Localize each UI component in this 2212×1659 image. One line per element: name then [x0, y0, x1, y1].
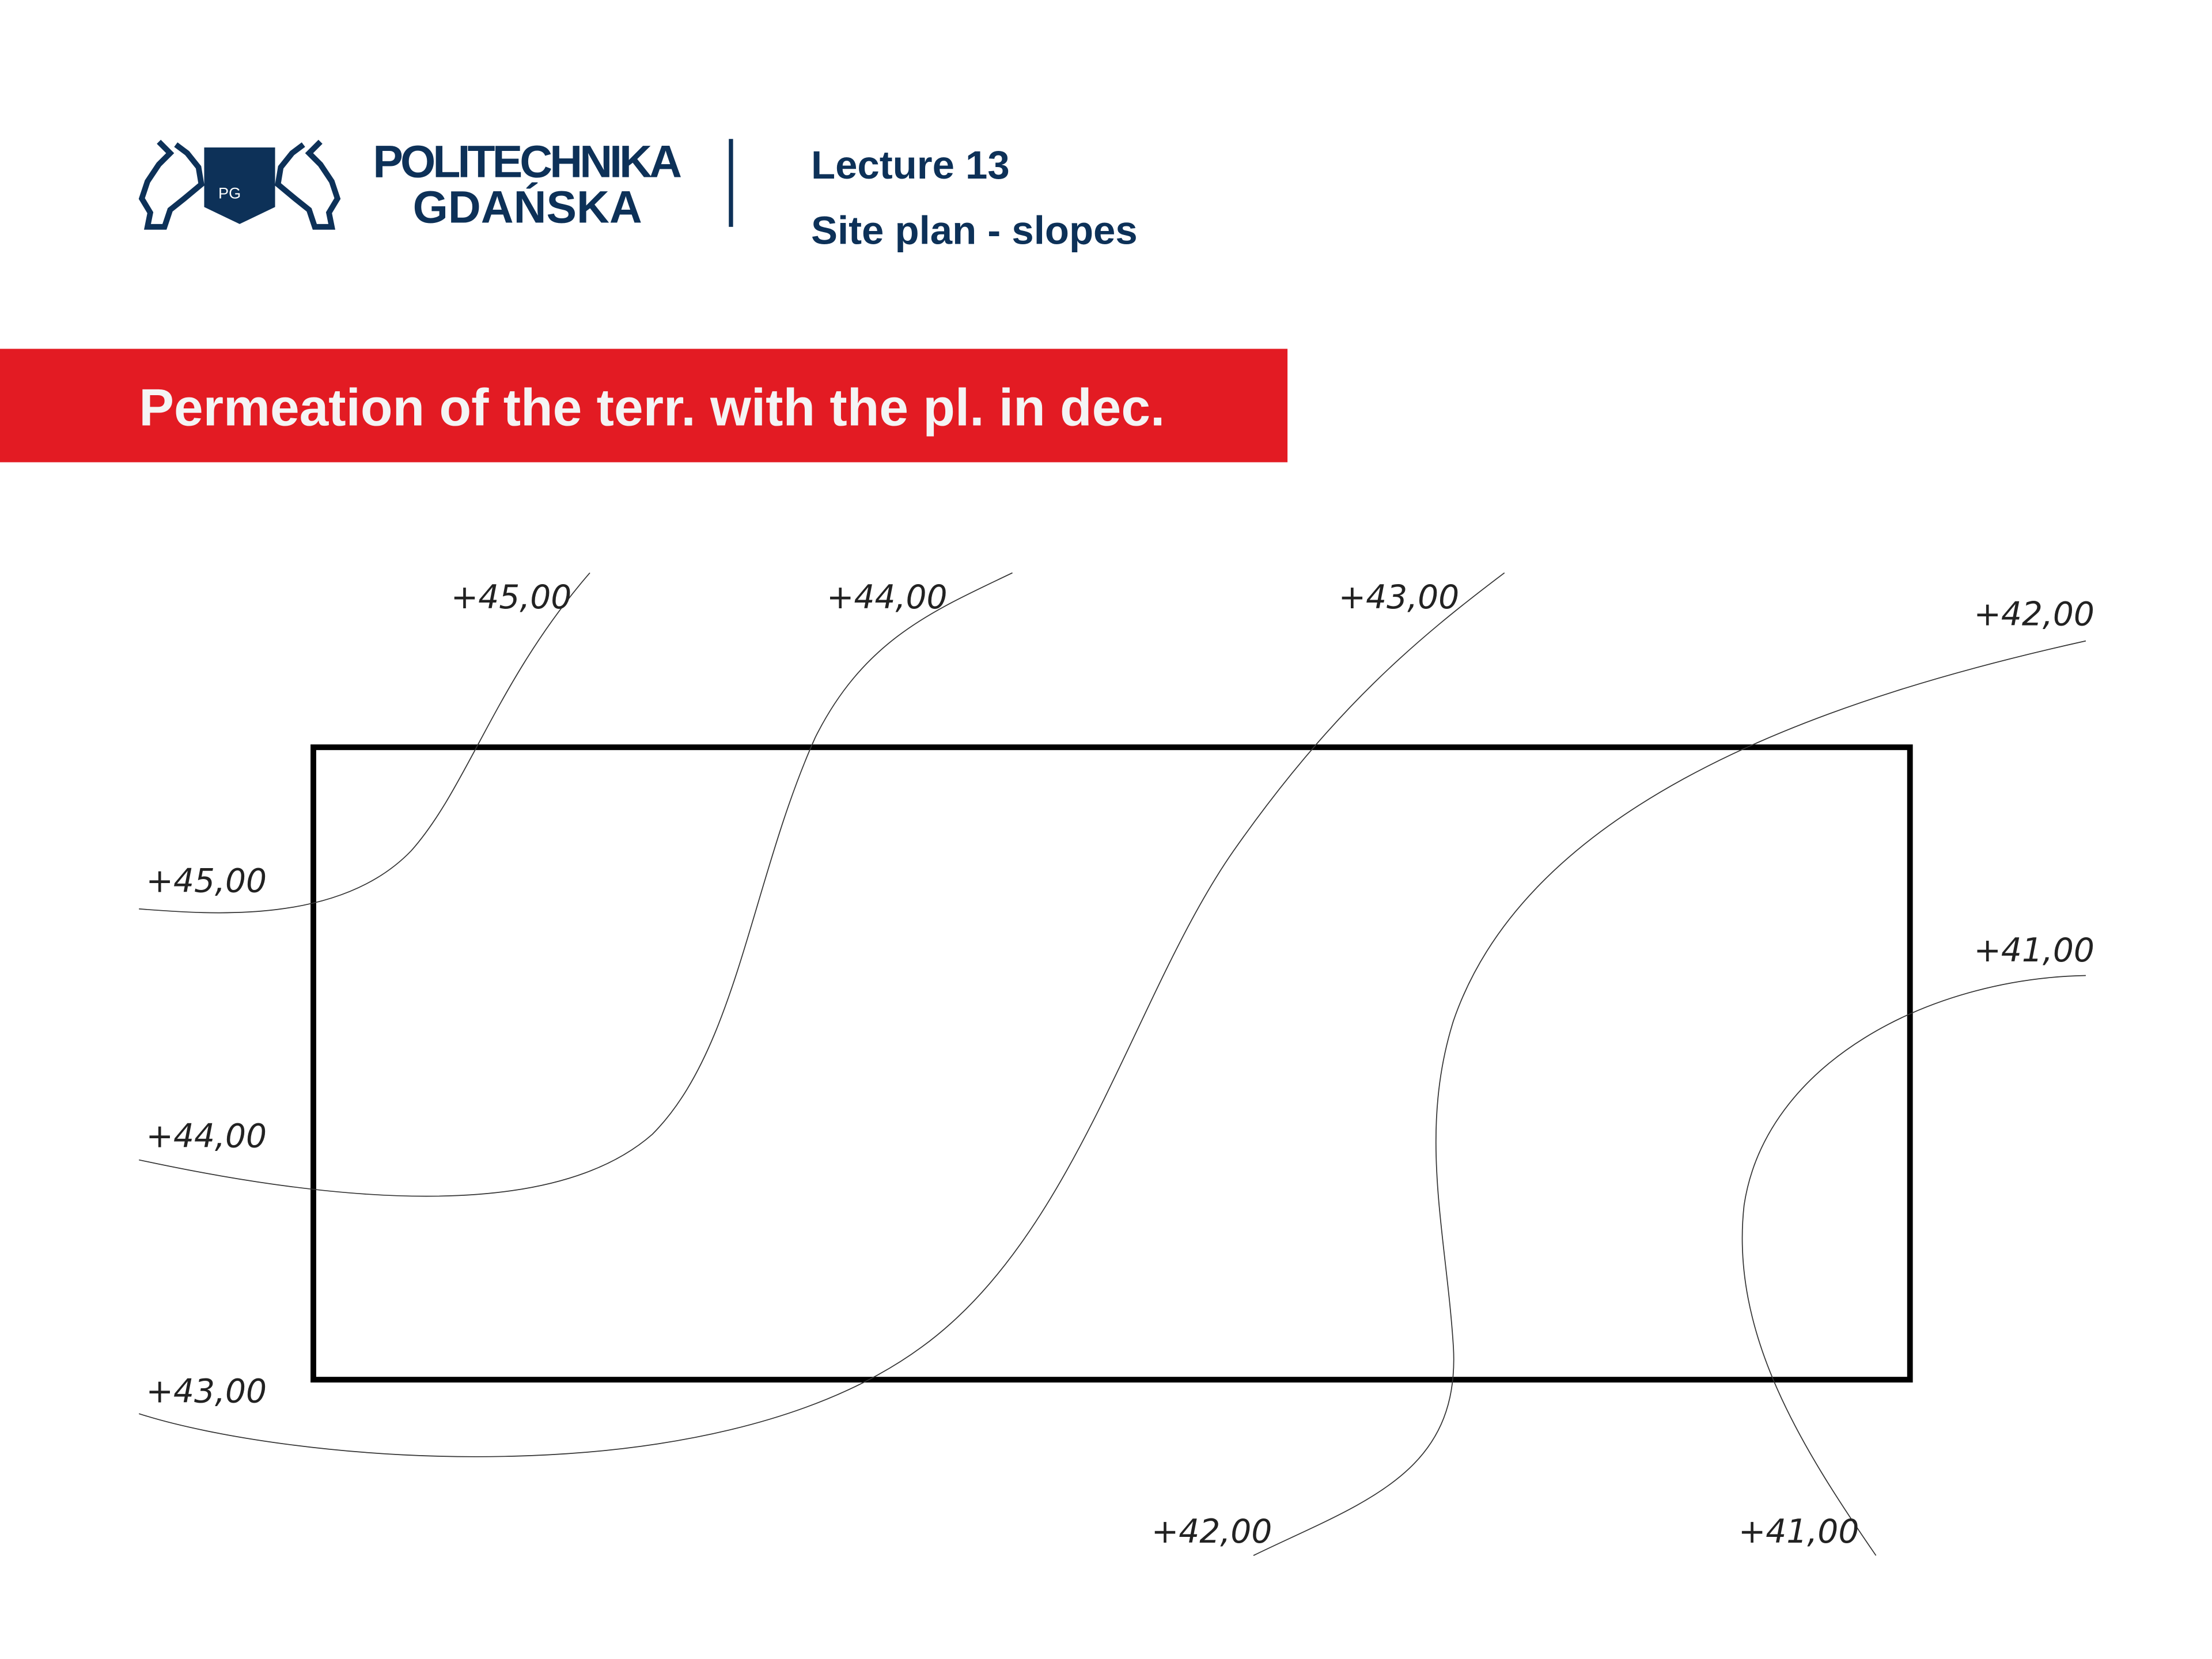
contour-41	[1741, 975, 2086, 1556]
lecture-subtitle: Site plan - slopes	[811, 208, 1138, 252]
label-left-45: +45,00	[146, 862, 267, 900]
pg-logo: PG POLITECHNIKA GDAŃSKA	[138, 137, 682, 232]
label-right-41: +41,00	[1974, 931, 2094, 969]
label-bottom-42: +42,00	[1152, 1513, 1272, 1551]
label-top-45: +45,00	[451, 578, 572, 616]
lion-right-icon	[275, 139, 341, 230]
contour-43	[138, 572, 1505, 1457]
label-left-43: +43,00	[146, 1372, 267, 1410]
logo-line1: POLITECHNIKA	[373, 137, 682, 187]
label-top-44: +44,00	[827, 578, 948, 616]
contour-42	[1253, 640, 2086, 1556]
shield-letters: PG	[218, 184, 241, 202]
lion-left-icon	[138, 139, 204, 230]
label-bottom-41: +41,00	[1738, 1513, 1859, 1551]
label-top-43: +43,00	[1339, 578, 1459, 616]
logo-line2: GDAŃSKA	[413, 181, 642, 232]
lecture-number: Lecture 13	[811, 143, 1010, 187]
contour-45	[139, 572, 590, 914]
plot-boundary	[310, 744, 1913, 1382]
title-banner	[0, 349, 1288, 463]
shield-icon	[204, 147, 275, 224]
label-left-44: +44,00	[146, 1117, 267, 1155]
label-top-42: +42,00	[1974, 596, 2094, 634]
header-divider	[729, 139, 733, 227]
contour-44	[139, 572, 1013, 1197]
banner-title: Permeation of the terr. with the pl. in …	[139, 378, 1165, 437]
